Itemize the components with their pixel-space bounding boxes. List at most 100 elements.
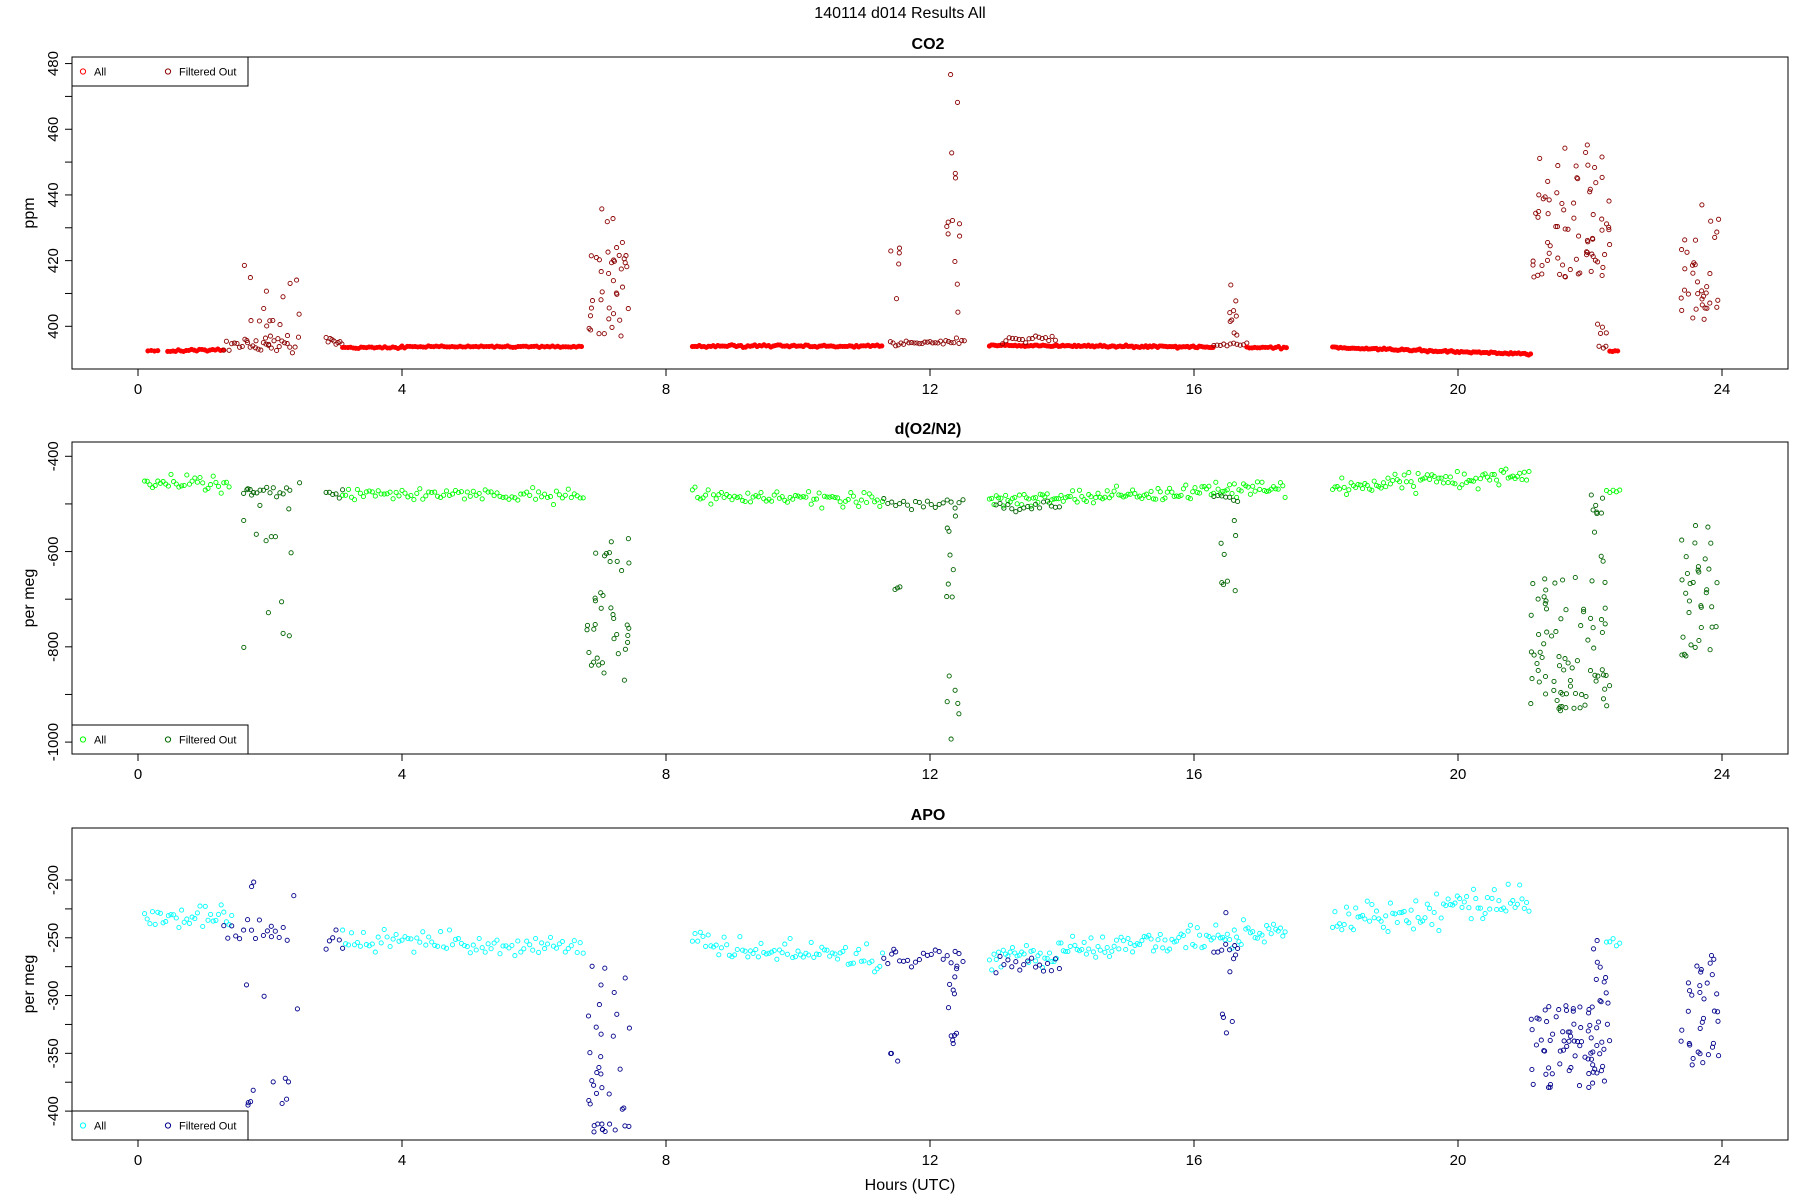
data-point <box>1533 1042 1539 1048</box>
data-point <box>593 1024 599 1030</box>
data-point <box>779 950 785 956</box>
data-point <box>491 940 497 946</box>
data-point <box>819 505 825 511</box>
data-point <box>1070 933 1076 939</box>
data-point <box>835 495 841 501</box>
data-point <box>1413 490 1419 496</box>
legend-entry: All <box>94 1121 106 1133</box>
data-point <box>1088 494 1094 500</box>
data-point <box>1067 493 1073 499</box>
data-point <box>1336 486 1343 492</box>
data-point <box>1599 495 1606 501</box>
data-point <box>1602 579 1608 585</box>
data-point <box>606 1091 612 1097</box>
data-point <box>527 492 533 498</box>
data-point <box>877 503 883 509</box>
data-point <box>1410 483 1417 489</box>
data-point <box>429 489 435 496</box>
data-point <box>588 662 594 668</box>
data-point <box>171 479 177 485</box>
data-point <box>755 954 761 960</box>
data-point <box>369 489 375 495</box>
data-point <box>351 497 358 503</box>
data-point <box>1155 937 1161 943</box>
data-point <box>1037 505 1043 511</box>
data-point <box>1581 606 1587 612</box>
data-point <box>512 953 518 959</box>
data-point <box>1187 496 1193 502</box>
legend-box <box>71 56 249 87</box>
legend-entry: All <box>94 735 106 747</box>
data-point <box>497 493 503 499</box>
data-point <box>1591 645 1597 651</box>
y-axis-label: per meg <box>21 955 38 1014</box>
data-point <box>200 923 206 930</box>
data-point <box>241 517 247 524</box>
data-point <box>1590 236 1596 242</box>
data-point <box>1227 937 1233 943</box>
data-point <box>1221 551 1227 557</box>
data-point <box>866 491 872 497</box>
data-point <box>755 494 761 500</box>
data-point <box>604 219 610 225</box>
data-point <box>1434 891 1440 897</box>
data-point <box>275 336 281 342</box>
data-point <box>1434 479 1440 485</box>
data-point <box>1593 502 1599 508</box>
data-point <box>1332 909 1338 915</box>
data-point <box>1053 496 1059 502</box>
data-point <box>938 338 944 344</box>
data-point <box>1132 491 1138 497</box>
data-point <box>1695 291 1701 297</box>
data-point <box>1013 336 1019 342</box>
data-point <box>393 489 399 495</box>
data-point <box>1482 471 1488 477</box>
data-point <box>919 341 925 347</box>
data-point <box>1234 341 1240 347</box>
data-point <box>1219 580 1225 586</box>
data-point <box>1544 629 1550 635</box>
y-axis-label: ppm <box>21 197 38 228</box>
data-point <box>147 921 153 927</box>
data-point <box>1592 672 1598 678</box>
data-point <box>1137 942 1143 948</box>
data-point <box>144 916 150 922</box>
data-point <box>1090 949 1096 955</box>
data-point <box>614 558 620 564</box>
data-point <box>1560 577 1566 583</box>
data-point <box>853 499 859 505</box>
data-point <box>239 343 245 350</box>
data-point <box>606 305 612 311</box>
data-point <box>792 493 798 499</box>
x-tick-label: 20 <box>1450 766 1467 783</box>
data-point <box>1596 343 1602 349</box>
data-point <box>1541 594 1547 600</box>
data-point <box>1709 972 1715 978</box>
data-point <box>1607 1038 1613 1044</box>
data-point <box>1224 578 1230 584</box>
data-point <box>1571 200 1577 206</box>
data-point <box>276 344 282 350</box>
legend: All Filtered Out <box>71 56 249 87</box>
data-point <box>879 950 886 956</box>
data-point <box>223 919 229 925</box>
data-point <box>1688 642 1694 648</box>
data-point <box>1590 1062 1596 1068</box>
data-point <box>176 484 182 490</box>
data-point <box>1060 498 1066 504</box>
data-point <box>928 951 934 957</box>
data-point <box>432 942 438 948</box>
data-point <box>1542 1007 1548 1013</box>
data-point <box>842 944 849 951</box>
data-point <box>1545 239 1551 246</box>
data-point <box>945 1005 952 1011</box>
data-point <box>1048 968 1054 974</box>
data-point <box>1007 949 1013 955</box>
data-point <box>1491 887 1497 893</box>
data-point <box>381 491 387 497</box>
data-point <box>1104 488 1110 494</box>
data-point <box>946 528 952 534</box>
data-point <box>426 489 432 495</box>
data-point <box>596 1002 602 1008</box>
data-point <box>1570 1006 1576 1012</box>
